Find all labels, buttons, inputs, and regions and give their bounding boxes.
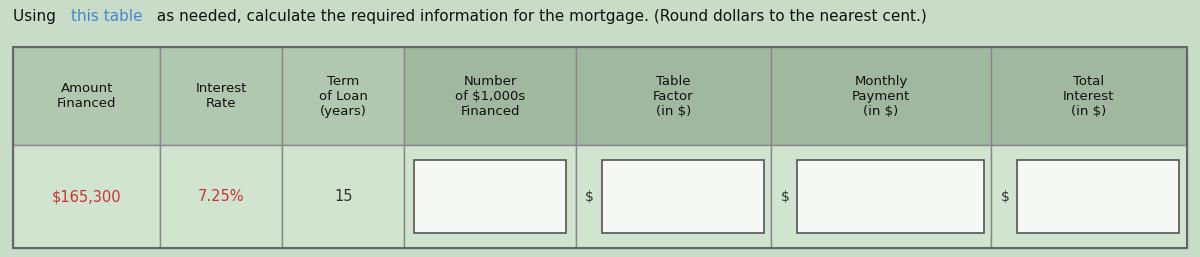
Text: Interest
Rate: Interest Rate	[196, 82, 247, 110]
Text: Monthly
Payment
(in $): Monthly Payment (in $)	[852, 75, 911, 118]
Bar	[282, 145, 404, 248]
Bar	[282, 47, 404, 145]
Bar	[602, 160, 764, 233]
Bar	[1018, 160, 1180, 233]
Bar	[772, 145, 991, 248]
Text: 7.25%: 7.25%	[198, 189, 245, 204]
Bar	[404, 145, 576, 248]
Text: Using: Using	[13, 9, 61, 24]
Bar	[798, 160, 984, 233]
Bar	[160, 145, 282, 248]
Text: $165,300: $165,300	[52, 189, 121, 204]
Bar	[991, 47, 1187, 145]
Bar	[414, 160, 566, 233]
Text: Table
Factor
(in $): Table Factor (in $)	[653, 75, 694, 118]
Bar	[576, 47, 772, 145]
Bar	[404, 47, 576, 145]
Text: Amount
Financed: Amount Financed	[56, 82, 116, 110]
Text: as needed, calculate the required information for the mortgage. (Round dollars t: as needed, calculate the required inform…	[152, 9, 926, 24]
Text: Total
Interest
(in $): Total Interest (in $)	[1063, 75, 1115, 118]
Text: Term
of Loan
(years): Term of Loan (years)	[319, 75, 367, 118]
Text: this table: this table	[71, 9, 143, 24]
Bar	[160, 47, 282, 145]
Text: $: $	[781, 189, 790, 204]
Bar	[13, 145, 160, 248]
Text: 15: 15	[334, 189, 353, 204]
Text: $: $	[1001, 189, 1009, 204]
Bar	[772, 47, 991, 145]
Bar	[991, 145, 1187, 248]
Text: $: $	[586, 189, 594, 204]
Bar	[576, 145, 772, 248]
Bar	[13, 47, 160, 145]
Text: Number
of $1,000s
Financed: Number of $1,000s Financed	[455, 75, 526, 118]
Bar	[13, 47, 1187, 248]
